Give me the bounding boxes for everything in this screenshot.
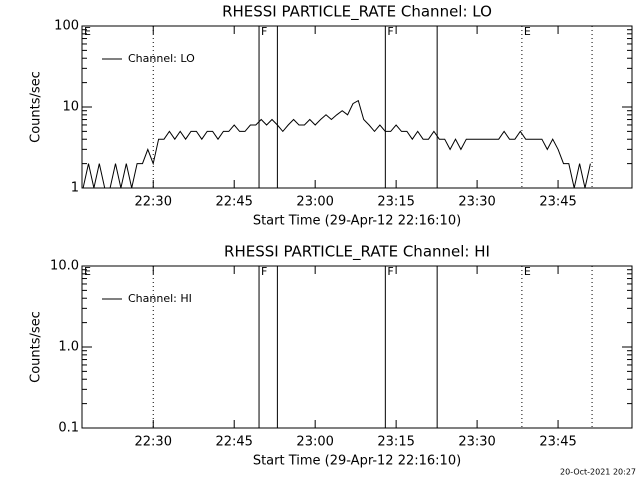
- event-label: E: [84, 25, 91, 38]
- x-tick-label: 22:45: [215, 435, 252, 450]
- x-tick-label: 23:45: [539, 435, 576, 450]
- event-label: E: [524, 25, 531, 38]
- legend-label: Channel: LO: [128, 52, 195, 65]
- chart-title: RHESSI PARTICLE_RATE Channel: HI: [224, 243, 490, 262]
- y-tick-label: 0.1: [58, 421, 79, 436]
- y-tick-label: 1: [71, 181, 79, 196]
- x-tick-label: 22:30: [135, 195, 172, 210]
- x-tick-label: 23:30: [458, 435, 495, 450]
- y-axis-label: Counts/sec: [29, 71, 44, 143]
- footer: 20-Oct-2021 20:27: [560, 468, 636, 477]
- data-line: [82, 99, 591, 188]
- event-label: E: [524, 265, 531, 278]
- x-tick-label: 22:45: [215, 195, 252, 210]
- event-label: F: [387, 265, 393, 278]
- legend-label: Channel: HI: [128, 292, 192, 305]
- x-tick-label: 23:00: [296, 435, 333, 450]
- x-tick-label: 23:30: [458, 195, 495, 210]
- y-tick-label: 1.0: [58, 340, 79, 355]
- y-tick-label: 10: [62, 100, 79, 115]
- event-label: F: [387, 25, 393, 38]
- y-axis-label: Counts/sec: [29, 311, 44, 383]
- event-label: E: [84, 265, 91, 278]
- y-tick-label: 10.0: [50, 259, 79, 274]
- x-tick-label: 23:15: [377, 195, 414, 210]
- x-tick-label: 22:30: [135, 435, 172, 450]
- x-axis-label: Start Time (29-Apr-12 22:16:10): [253, 214, 461, 229]
- x-axis-label: Start Time (29-Apr-12 22:16:10): [253, 454, 461, 469]
- x-tick-label: 23:00: [296, 195, 333, 210]
- chart-title: RHESSI PARTICLE_RATE Channel: LO: [222, 3, 492, 22]
- event-label: F: [261, 25, 267, 38]
- x-tick-label: 23:45: [539, 195, 576, 210]
- event-label: F: [261, 265, 267, 278]
- x-tick-label: 23:15: [377, 435, 414, 450]
- y-tick-label: 100: [54, 19, 79, 34]
